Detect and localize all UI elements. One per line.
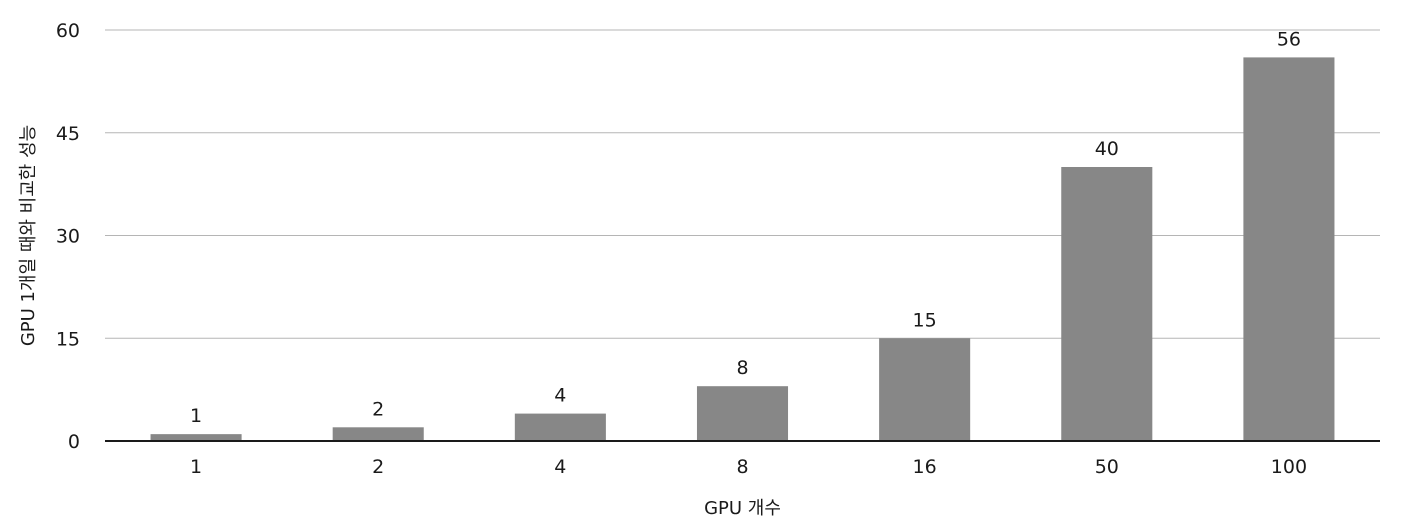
- x-tick-label: 4: [554, 456, 566, 478]
- bars: [150, 57, 1335, 442]
- x-tick-label: 1: [190, 456, 202, 478]
- data-label: 56: [1277, 28, 1301, 50]
- y-tick-label: 15: [56, 328, 80, 350]
- x-axis-title: GPU 개수: [704, 498, 781, 519]
- data-label: 4: [554, 385, 566, 407]
- gridlines: [105, 29, 1380, 339]
- x-tick-label: 100: [1271, 456, 1307, 478]
- data-label: 40: [1095, 138, 1119, 160]
- bar: [514, 413, 606, 441]
- x-tick-label: 16: [913, 456, 937, 478]
- data-labels: 1 2 4 8 15 40 56: [190, 28, 1301, 427]
- x-axis-ticks: 1 2 4 8 16 50 100: [190, 456, 1307, 478]
- y-tick-label: 60: [56, 20, 80, 42]
- data-label: 1: [190, 405, 202, 427]
- bar: [696, 386, 789, 441]
- y-tick-label: 0: [68, 431, 80, 453]
- y-tick-label: 30: [56, 226, 80, 248]
- bar: [150, 434, 242, 441]
- data-label: 8: [736, 357, 748, 379]
- x-tick-label: 50: [1095, 456, 1119, 478]
- bar: [1243, 57, 1335, 442]
- y-tick-label: 45: [56, 123, 80, 145]
- bar: [332, 427, 424, 441]
- y-axis-title: GPU 1개일 때와 비교한 성능: [18, 125, 39, 346]
- data-label: 2: [372, 398, 384, 420]
- bar: [1061, 167, 1153, 441]
- bar: [879, 338, 971, 441]
- y-axis-ticks: 0 15 30 45 60: [56, 20, 80, 453]
- x-tick-label: 8: [736, 456, 748, 478]
- data-label: 15: [913, 309, 937, 331]
- x-tick-label: 2: [372, 456, 384, 478]
